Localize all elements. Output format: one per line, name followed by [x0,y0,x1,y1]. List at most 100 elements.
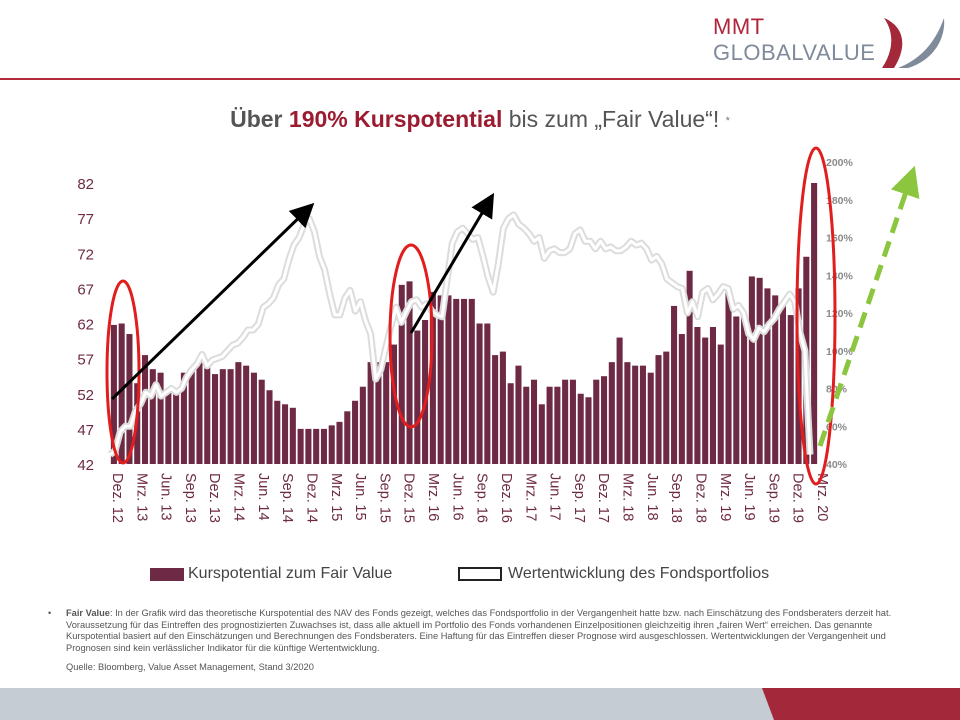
bar-mark [639,365,646,464]
bar-mark [523,386,530,464]
bar-mark [624,362,631,464]
bar-mark [110,324,117,464]
bar-mark [297,428,304,465]
title-part-3: bis zum „Fair Value“! [508,106,720,132]
x-tick-label: Mrz. 19 [717,473,733,521]
x-tick-label: Dez. 13 [206,473,222,523]
bar-mark [406,281,413,464]
bar-mark [258,379,265,464]
legend-label-line: Wertentwicklung des Fondsportfolios [508,565,770,582]
title-highlight: 190% Kurspotential [288,106,503,132]
bar-mark [569,379,576,464]
bar-mark [492,355,499,464]
bar-mark [398,284,405,464]
brand-logo-text: MMT GLOBALVALUE [713,14,875,66]
bar-mark [811,183,818,464]
bar-mark [741,316,748,464]
bar-mark [219,369,226,464]
source-note: Quelle: Bloomberg, Value Asset Managemen… [66,662,314,672]
legend-label-bars: Kurspotential zum Fair Value [188,565,393,582]
bar-mark [678,334,685,464]
x-tick-label: Dez. 16 [498,473,514,523]
x-tick-label: Sep. 13 [182,473,198,523]
x-tick-label: Jun. 15 [352,473,368,521]
x-tick-label: Dez. 14 [304,473,320,523]
bar-mark [585,397,592,464]
brand-line-1: MMT [713,14,765,39]
legend-swatch-line [458,567,502,581]
bar-mark [554,386,561,464]
footnote-label: Fair Value [66,608,110,618]
bar-mark [632,365,639,464]
bar-mark [165,390,172,464]
bar-mark [375,362,382,464]
y-right-tick-label: 180% [826,195,854,207]
bar-mark [173,390,180,464]
bar-mark [344,411,351,464]
x-tick-label: Sep. 18 [668,473,684,523]
bar-mark [764,288,771,465]
bar-mark [499,351,506,464]
bar-mark [445,295,452,464]
bar-mark [787,315,794,464]
bar-mark [779,302,787,464]
y-right-tick-label: 140% [826,270,854,282]
bar-mark [694,327,701,464]
y-left-tick-label: 67 [77,281,94,298]
bar-mark [305,428,312,465]
bar-mark [725,288,732,465]
bar-mark [227,369,234,464]
brand-sail-icon [882,18,945,68]
x-tick-label: Mrz. 17 [522,473,538,521]
bar-mark [196,362,203,464]
footnote-bullet: • [48,608,52,618]
y-right-tick-label: 160% [826,233,854,245]
x-tick-label: Sep. 17 [571,473,587,523]
bar-mark [313,428,320,465]
legend-swatch-bars [150,568,184,581]
y-left-tick-label: 47 [77,422,94,439]
x-tick-label: Mrz. 16 [425,473,441,521]
bar-mark [390,344,398,464]
y-right-tick-label: 40% [826,459,848,471]
footnote-body: : In der Grafik wird das theoretische Ku… [66,608,892,653]
y-left-tick-label: 52 [77,387,94,404]
trend-arrow [110,202,315,401]
bar-mark [243,365,250,464]
bar-mark [733,316,740,464]
bar-mark [180,372,187,464]
bar-mark [188,369,195,464]
bar-mark [538,404,545,464]
y-left-tick-label: 72 [77,246,94,263]
bar-mark [250,372,257,464]
chart-title: Über 190% Kurspotential bis zum „Fair Va… [0,106,960,133]
chart-legend: Kurspotential zum Fair Value Wertentwick… [150,562,850,588]
bar-mark [118,323,125,464]
bar-mark [772,295,779,464]
title-part-1: Über [230,106,283,132]
bar-mark [484,323,491,464]
bar-mark [289,407,296,464]
bar-mark [320,428,327,465]
bar-mark [515,365,522,464]
x-tick-label: Jun. 14 [255,473,271,521]
footer-accent [762,688,960,720]
bar-mark [383,362,390,464]
bar-mark [562,379,569,464]
y-right-tick-label: 100% [826,346,854,358]
bar-mark [157,372,164,464]
x-tick-label: Dez. 17 [595,473,611,523]
bar-mark [608,362,615,464]
bar-mark [468,298,475,464]
line-series [109,213,812,456]
x-tick-label: Mrz. 13 [133,473,149,521]
x-tick-label: Jun. 18 [644,473,660,521]
bar-mark [663,351,670,464]
title-footnote-star: * [725,114,730,127]
bar-mark [577,393,584,464]
bar-mark [274,400,281,464]
x-tick-label: Dez. 19 [790,473,806,523]
bar-mark [601,376,608,464]
bar-mark [717,344,724,464]
x-tick-label: Jun. 17 [547,473,563,521]
